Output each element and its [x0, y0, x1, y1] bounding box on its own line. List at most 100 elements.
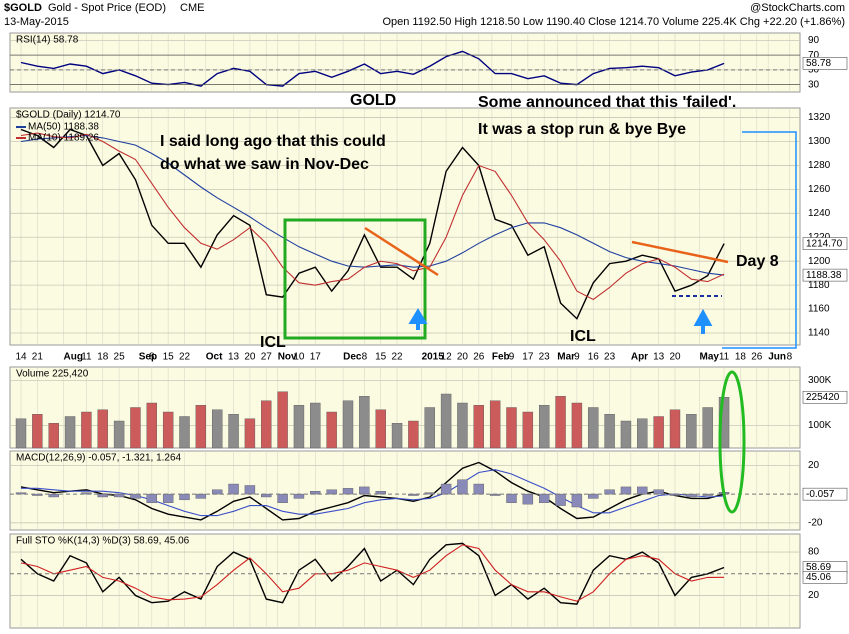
bar — [457, 402, 468, 449]
readout-box — [802, 268, 848, 282]
bar — [588, 493, 599, 499]
readout: 1214.70 — [806, 238, 843, 249]
bar — [293, 405, 305, 449]
readout: 58.69 — [806, 562, 831, 573]
bar — [424, 492, 435, 495]
bar — [669, 409, 681, 449]
bar — [359, 396, 370, 449]
x-tick-label: 22 — [179, 352, 191, 363]
x-tick-label: 25 — [114, 352, 126, 363]
y-tick-label: 20 — [808, 590, 820, 601]
panel-title: Volume 225,420 — [16, 369, 89, 380]
readout: 58.78 — [806, 58, 831, 69]
bar — [408, 420, 419, 449]
x-tick-label: 22 — [391, 352, 403, 363]
panel — [9, 32, 801, 93]
x-tick-label: 18 — [97, 352, 109, 363]
bar — [162, 493, 174, 503]
x-tick-label: Oct — [206, 352, 223, 363]
symbol-name: Gold - Spot Price (EOD) — [48, 2, 166, 14]
series-line — [20, 461, 725, 521]
readout: 45.06 — [806, 572, 831, 583]
bar — [81, 492, 92, 495]
x-tick-label: 15 — [375, 352, 387, 363]
x-tick-label: 18 — [735, 352, 747, 363]
x-tick-label: Feb — [492, 352, 510, 363]
x-tick-label: 23 — [604, 352, 616, 363]
bar — [15, 418, 27, 449]
annotation: I said long ago that this could — [160, 133, 386, 150]
x-tick-label: 20 — [457, 352, 469, 363]
x-tick-label: 27 — [261, 352, 273, 363]
panel-title: RSI(14) 58.78 — [16, 35, 79, 46]
bar — [130, 493, 141, 499]
bar — [277, 391, 288, 449]
quote: Open 1192.50 High 1218.50 Low 1190.40 Cl… — [382, 16, 845, 28]
bar — [113, 420, 125, 449]
x-tick-label: Aug — [64, 352, 83, 363]
panel — [9, 533, 801, 629]
x-tick-label: 8 — [149, 352, 155, 363]
symbol: $GOLD — [4, 2, 42, 14]
x-tick-label: May — [700, 352, 720, 363]
panel — [9, 450, 801, 531]
bar — [244, 485, 256, 495]
y-tick-label: 300K — [808, 375, 832, 386]
x-tick-label: Dec — [343, 352, 362, 363]
y-tick-label: 1180 — [808, 280, 830, 291]
bar — [146, 493, 158, 503]
annotation: Some announced that this 'failed'. — [478, 94, 736, 111]
bar — [359, 486, 370, 495]
x-tick-label: 15 — [163, 352, 175, 363]
bar — [228, 414, 239, 449]
y-tick-label: -20 — [808, 517, 823, 528]
x-tick-label: 9 — [574, 352, 580, 363]
bar — [489, 400, 501, 449]
y-tick-label: 30 — [808, 79, 820, 90]
x-tick-label: Apr — [631, 352, 648, 363]
series-line — [20, 50, 725, 87]
panel — [9, 366, 801, 449]
bar — [146, 402, 158, 449]
bar — [211, 409, 223, 449]
x-tick-label: Mar — [557, 352, 575, 363]
panel-title: Full STO %K(14,3) %D(3) 58.69, 45.06 — [16, 536, 190, 547]
bar — [522, 493, 534, 505]
bar — [261, 400, 272, 449]
bar — [571, 493, 583, 508]
y-tick-label: 1240 — [808, 208, 831, 219]
readout-box — [802, 487, 848, 501]
x-tick-label: 8 — [787, 352, 793, 363]
annotation: It was a stop run & bye Bye — [478, 121, 686, 138]
bar — [293, 493, 305, 499]
y-tick-label: 20 — [808, 460, 820, 471]
bar — [637, 486, 648, 495]
bar — [424, 407, 435, 449]
readout-box — [802, 571, 848, 584]
readout-box — [802, 390, 848, 404]
readout: -0.057 — [806, 489, 835, 500]
bar — [718, 397, 730, 449]
bar — [571, 402, 583, 449]
bar — [555, 396, 566, 449]
bar — [32, 414, 43, 449]
bar — [195, 405, 207, 449]
bar — [179, 416, 190, 449]
x-tick-label: 13 — [228, 352, 240, 363]
bar — [637, 418, 648, 449]
x-tick-label: 16 — [588, 352, 600, 363]
annotation: ICL — [260, 334, 286, 351]
legend-label: MA(10) 1189.26 — [28, 133, 99, 144]
x-tick-label: 12 — [441, 352, 453, 363]
bar — [326, 489, 337, 495]
x-tick-label: 20 — [669, 352, 681, 363]
x-tick-label: 8 — [362, 352, 368, 363]
y-tick-label: 1300 — [808, 136, 831, 147]
x-tick-label: 20 — [244, 352, 256, 363]
y-tick-label: 1320 — [808, 112, 831, 123]
bar — [539, 405, 550, 449]
y-tick-label: 1200 — [808, 256, 831, 267]
bar — [391, 423, 403, 449]
bar — [522, 411, 534, 449]
